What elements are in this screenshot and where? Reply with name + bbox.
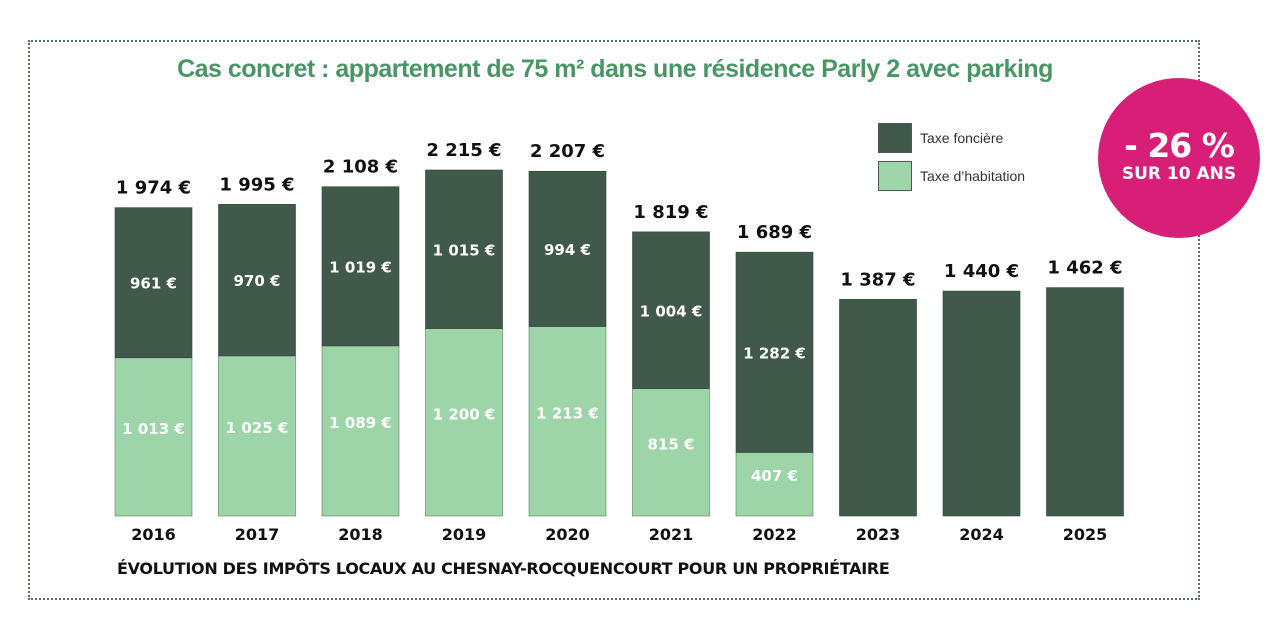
bar-segment-fonciere bbox=[528, 170, 607, 327]
fonciere-value-label: 1 015 € bbox=[433, 241, 496, 259]
bar-segment-habitation bbox=[425, 328, 503, 517]
x-tick-label: 2020 bbox=[545, 525, 590, 544]
badge-value: - 26 % bbox=[1124, 126, 1235, 165]
habitation-value-label: 1 200 € bbox=[433, 405, 496, 423]
total-value-label: 1 462 € bbox=[1047, 258, 1122, 279]
bar-segment-fonciere bbox=[942, 290, 1021, 517]
bar-segment-fonciere bbox=[632, 231, 710, 389]
chart-frame bbox=[28, 40, 1200, 600]
bar-segment-habitation bbox=[735, 452, 814, 517]
total-value-label: 1 689 € bbox=[737, 222, 812, 243]
x-tick-label: 2017 bbox=[235, 525, 280, 544]
bar-segment-habitation bbox=[321, 345, 400, 517]
bar-segment-fonciere bbox=[735, 251, 814, 453]
fonciere-value-label: 994 € bbox=[544, 241, 591, 259]
habitation-value-label: 1 089 € bbox=[329, 414, 392, 432]
reduction-badge: - 26 % SUR 10 ANS bbox=[1098, 78, 1260, 238]
habitation-value-label: 1 013 € bbox=[122, 420, 185, 438]
x-tick-label: 2019 bbox=[442, 525, 487, 544]
bar-segment-fonciere bbox=[114, 207, 193, 359]
fonciere-value-label: 1 004 € bbox=[640, 302, 703, 320]
total-value-label: 1 995 € bbox=[219, 174, 294, 195]
habitation-value-label: 407 € bbox=[751, 467, 798, 485]
total-value-label: 2 207 € bbox=[530, 141, 605, 162]
x-tick-label: 2023 bbox=[856, 525, 901, 544]
chart-footer: ÉVOLUTION DES IMPÔTS LOCAUX AU CHESNAY-R… bbox=[117, 559, 890, 578]
habitation-value-label: 1 213 € bbox=[536, 404, 599, 422]
x-tick-label: 2018 bbox=[338, 525, 383, 544]
total-value-label: 2 108 € bbox=[323, 157, 398, 178]
total-value-label: 1 387 € bbox=[840, 269, 915, 290]
total-value-label: 1 819 € bbox=[633, 202, 708, 223]
legend-label: Taxe d’habitation bbox=[920, 168, 1026, 184]
habitation-value-label: 1 025 € bbox=[226, 419, 289, 437]
bar-segment-fonciere bbox=[1046, 287, 1124, 517]
bar-segment-fonciere bbox=[839, 299, 917, 517]
total-value-label: 1 974 € bbox=[116, 178, 191, 199]
badge-subtitle: SUR 10 ANS bbox=[1121, 164, 1237, 184]
fonciere-value-label: 970 € bbox=[234, 272, 281, 290]
bar-segment-fonciere bbox=[425, 169, 503, 329]
x-tick-label: 2021 bbox=[649, 525, 694, 544]
legend-swatch-habitation bbox=[878, 161, 912, 191]
total-value-label: 1 440 € bbox=[944, 261, 1019, 282]
bar-segment-habitation bbox=[632, 388, 710, 517]
fonciere-value-label: 961 € bbox=[130, 275, 177, 293]
chart-title: Cas concret : appartement de 75 m² dans … bbox=[177, 55, 1053, 83]
x-tick-label: 2024 bbox=[959, 525, 1004, 544]
fonciere-value-label: 1 019 € bbox=[329, 258, 392, 276]
x-tick-label: 2022 bbox=[752, 525, 797, 544]
bar-segment-habitation bbox=[528, 326, 607, 517]
legend-item-fonciere: Taxe foncière bbox=[878, 123, 1003, 153]
x-tick-label: 2025 bbox=[1063, 525, 1108, 544]
bar-segment-fonciere bbox=[218, 204, 296, 357]
bar-segment-fonciere bbox=[321, 186, 400, 347]
habitation-value-label: 815 € bbox=[648, 435, 695, 453]
x-tick-label: 2016 bbox=[131, 525, 176, 544]
legend-swatch-fonciere bbox=[878, 123, 912, 153]
legend-item-habitation: Taxe d’habitation bbox=[878, 161, 1025, 191]
legend-label: Taxe foncière bbox=[920, 130, 1004, 146]
total-value-label: 2 215 € bbox=[426, 140, 501, 161]
bar-segment-habitation bbox=[114, 357, 193, 517]
bar-segment-habitation bbox=[218, 355, 296, 517]
fonciere-value-label: 1 282 € bbox=[743, 344, 806, 362]
